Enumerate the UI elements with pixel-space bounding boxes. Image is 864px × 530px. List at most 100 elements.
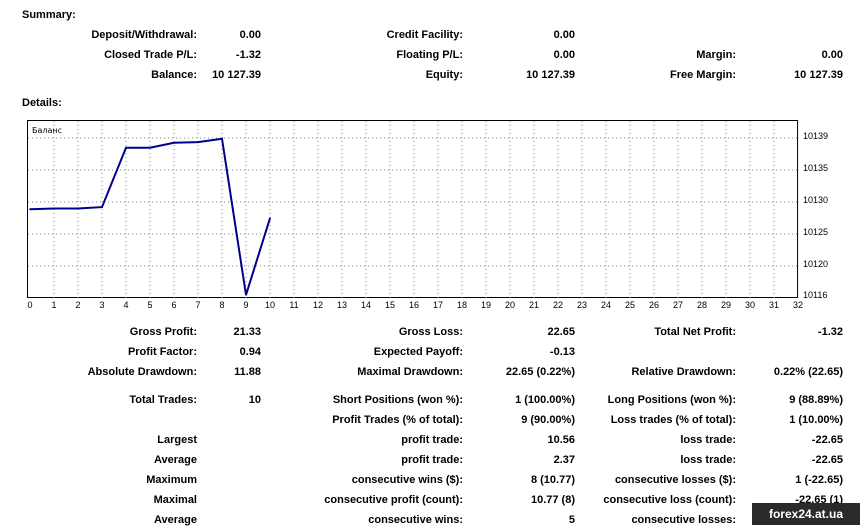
x-tick-label: 3: [99, 300, 105, 310]
details-label: consecutive wins ($):: [351, 474, 463, 486]
summary-title: Summary:: [22, 9, 76, 21]
x-tick-label: 18: [456, 300, 467, 310]
x-tick-label: 8: [219, 300, 225, 310]
x-tick-label: 6: [171, 300, 177, 310]
details-label: Relative Drawdown:: [631, 366, 736, 378]
details-label: profit trade:: [401, 434, 463, 446]
summary-value: 10 127.39: [212, 69, 261, 81]
x-tick-label: 26: [648, 300, 659, 310]
details-label: Average: [153, 514, 197, 526]
balance-data-point: [197, 141, 199, 143]
y-tick-label: 10139: [803, 131, 829, 141]
balance-chart: Баланс: [27, 120, 799, 299]
details-value: 8 (10.77): [530, 474, 575, 486]
details-label: Largest: [157, 434, 197, 446]
x-tick-label: 21: [528, 300, 539, 310]
x-tick-label: 0: [27, 300, 33, 310]
x-tick-label: 15: [384, 300, 395, 310]
balance-data-point: [245, 294, 247, 296]
details-value: 21.33: [233, 326, 261, 338]
details-label: Gross Profit:: [129, 326, 197, 338]
watermark: forex24.at.ua: [752, 503, 860, 525]
details-value: 10.56: [547, 434, 575, 446]
details-value: 9 (90.00%): [521, 414, 575, 426]
details-label: consecutive losses:: [631, 514, 736, 526]
y-tick-label: 10116: [803, 290, 828, 300]
details-label: Absolute Drawdown:: [87, 366, 197, 378]
details-label: Profit Trades (% of total):: [332, 414, 463, 426]
x-tick-label: 30: [744, 300, 755, 310]
y-tick-label: 10135: [803, 163, 829, 173]
balance-data-point: [29, 208, 31, 210]
details-value: 0.94: [239, 346, 261, 358]
balance-data-point: [101, 206, 103, 208]
details-label: Maximal Drawdown:: [357, 366, 463, 378]
x-tick-label: 32: [792, 300, 803, 310]
balance-series-line: [29, 137, 271, 296]
details-label: Maximal: [153, 494, 197, 506]
details-value: 1 (10.00%): [789, 414, 843, 426]
x-tick-label: 24: [600, 300, 611, 310]
x-tick-label: 28: [696, 300, 707, 310]
balance-data-point: [221, 137, 223, 140]
balance-data-point: [269, 217, 271, 219]
summary-label: Deposit/Withdrawal:: [91, 29, 197, 41]
details-value: 11.88: [234, 366, 261, 378]
summary-value: -1.32: [235, 49, 261, 61]
balance-data-point: [149, 146, 151, 149]
y-tick-label: 10125: [803, 227, 829, 237]
details-value: 0.22% (22.65): [773, 366, 843, 378]
details-value: 1 (-22.65): [795, 474, 843, 486]
details-label: Short Positions (won %):: [332, 394, 463, 406]
summary-label: Closed Trade P/L:: [104, 49, 197, 61]
details-label: loss trade:: [680, 434, 736, 446]
details-label: Expected Payoff:: [373, 346, 463, 358]
chart-title: Баланс: [32, 126, 62, 135]
details-value: -22.65: [811, 434, 843, 446]
details-value: 10.77 (8): [530, 494, 575, 506]
details-label: Maximum: [146, 474, 197, 486]
x-tick-label: 5: [147, 300, 153, 310]
summary-label: Equity:: [425, 69, 463, 81]
x-tick-label: 22: [552, 300, 563, 310]
details-label: consecutive loss (count):: [603, 494, 736, 506]
details-value: 10: [248, 394, 261, 406]
summary-value: 0.00: [553, 29, 575, 41]
x-tick-label: 27: [672, 300, 683, 310]
details-label: consecutive losses ($):: [614, 474, 736, 486]
details-label: Average: [153, 454, 197, 466]
summary-label: Margin:: [696, 49, 736, 61]
summary-value: 0.00: [239, 29, 261, 41]
summary-value: 10 127.39: [794, 69, 843, 81]
x-tick-label: 25: [624, 300, 635, 310]
x-tick-label: 2: [75, 300, 81, 310]
details-label: consecutive profit (count):: [324, 494, 463, 506]
x-tick-label: 1: [51, 300, 57, 310]
details-value: 9 (88.89%): [789, 394, 843, 406]
y-tick-label: 10130: [803, 195, 829, 205]
details-label: Long Positions (won %):: [607, 394, 736, 406]
summary-value: 0.00: [553, 49, 575, 61]
x-tick-label: 23: [576, 300, 587, 310]
summary-label: Balance:: [151, 69, 197, 81]
details-value: 2.37: [553, 454, 575, 466]
details-title: Details:: [22, 97, 62, 109]
details-label: Total Net Profit:: [654, 326, 736, 338]
details-label: profit trade:: [401, 454, 463, 466]
details-label: Loss trades (% of total):: [610, 414, 736, 426]
details-value: 22.65: [547, 326, 575, 338]
summary-label: Credit Facility:: [386, 29, 463, 41]
x-tick-label: 17: [432, 300, 443, 310]
balance-data-point: [125, 146, 127, 149]
details-value: -1.32: [817, 326, 843, 338]
x-tick-label: 16: [408, 300, 419, 310]
x-tick-label: 7: [195, 300, 201, 310]
x-tick-label: 11: [289, 300, 299, 310]
x-tick-label: 4: [123, 300, 129, 310]
details-value: 22.65 (0.22%): [505, 366, 575, 378]
x-tick-label: 14: [360, 300, 371, 310]
balance-data-point: [53, 207, 55, 210]
summary-label: Floating P/L:: [396, 49, 463, 61]
balance-chart-svg: Баланс: [28, 121, 799, 299]
details-label: consecutive wins:: [368, 514, 463, 526]
